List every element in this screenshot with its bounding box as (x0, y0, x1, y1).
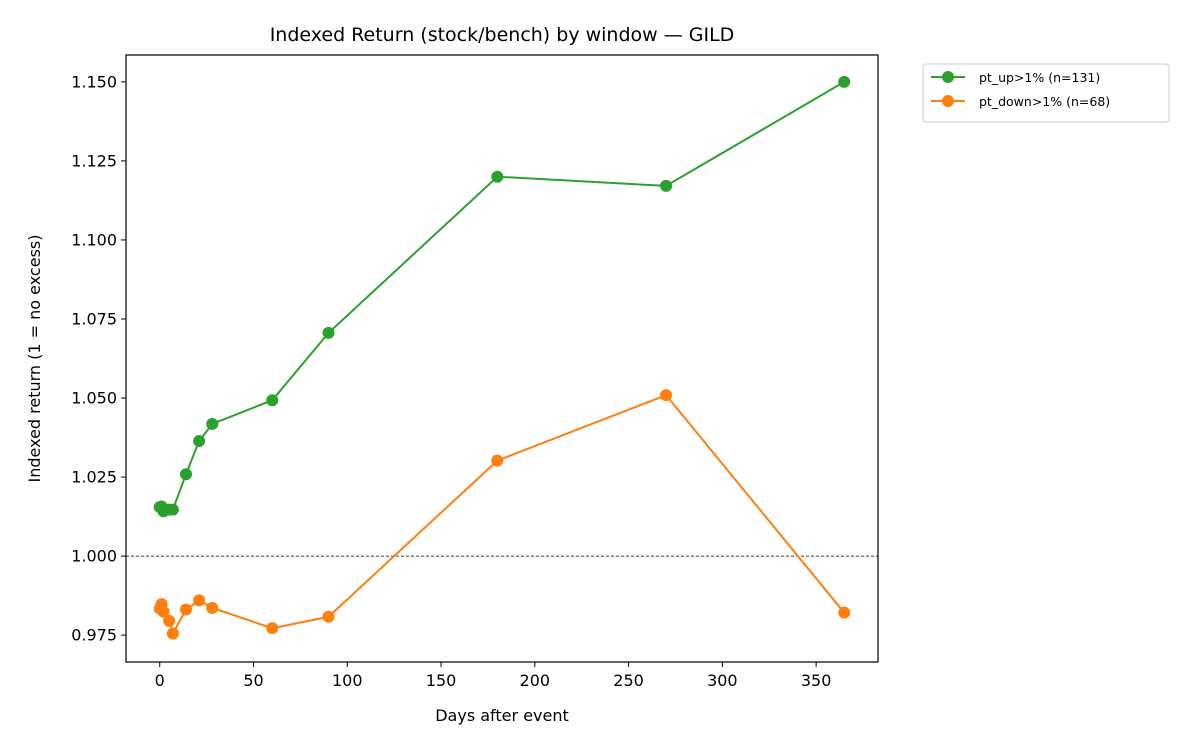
data-point (193, 594, 206, 607)
data-point (838, 606, 851, 619)
series-2 (153, 389, 851, 640)
x-axis-label: Days after event (435, 706, 569, 725)
x-axis: 0 50 100 150 200 250 300 350 (155, 662, 832, 690)
data-point (157, 605, 170, 618)
legend-box (922, 63, 1170, 123)
data-point (266, 394, 279, 407)
chart-title: Indexed Return (stock/bench) by window —… (270, 24, 735, 46)
x-tick-label: 350 (801, 671, 832, 690)
data-point (180, 468, 193, 481)
data-point (266, 622, 279, 635)
y-tick-label: 1.125 (71, 151, 117, 170)
x-tick-label: 150 (426, 671, 457, 690)
x-tick-label: 100 (332, 671, 363, 690)
plot-area (126, 75, 878, 640)
y-tick-label: 1.100 (71, 230, 117, 249)
data-point (322, 326, 335, 339)
legend-item: pt_down>1% (n=68) (931, 94, 1110, 109)
x-tick-label: 0 (155, 671, 165, 690)
y-tick-label: 1.025 (71, 468, 117, 487)
legend-label: pt_up>1% (n=131) (979, 70, 1100, 85)
data-point (206, 417, 219, 430)
data-point (166, 503, 179, 516)
data-point (660, 389, 673, 402)
y-tick-label: 1.050 (71, 389, 117, 408)
data-point (838, 75, 851, 88)
data-point (206, 601, 219, 614)
y-axis: 0.975 1.000 1.025 1.050 1.075 1.100 1.125 1.150 (71, 72, 126, 645)
series-1 (153, 75, 851, 518)
x-tick-label: 200 (520, 671, 551, 690)
data-point (163, 614, 176, 627)
y-tick-label: 1.075 (71, 309, 117, 328)
legend: pt_up>1% (n=131) pt_down>1% (n=68) (922, 63, 1170, 123)
legend-marker (942, 71, 954, 83)
data-point (491, 454, 504, 467)
data-point (322, 610, 335, 623)
y-tick-label: 1.150 (71, 72, 117, 91)
x-tick-label: 50 (243, 671, 263, 690)
data-point (166, 627, 179, 640)
y-axis-label: Indexed return (1 = no excess) (25, 235, 44, 483)
legend-item: pt_up>1% (n=131) (931, 70, 1100, 85)
x-tick-label: 250 (613, 671, 644, 690)
legend-label: pt_down>1% (n=68) (979, 94, 1110, 109)
data-point (660, 179, 673, 192)
data-point (180, 603, 193, 616)
legend-marker (942, 95, 954, 107)
data-point (193, 435, 206, 448)
data-point (491, 170, 504, 183)
plot-frame (125, 54, 879, 663)
x-tick-label: 300 (707, 671, 738, 690)
y-tick-label: 0.975 (71, 626, 117, 645)
y-tick-label: 1.000 (71, 547, 117, 566)
